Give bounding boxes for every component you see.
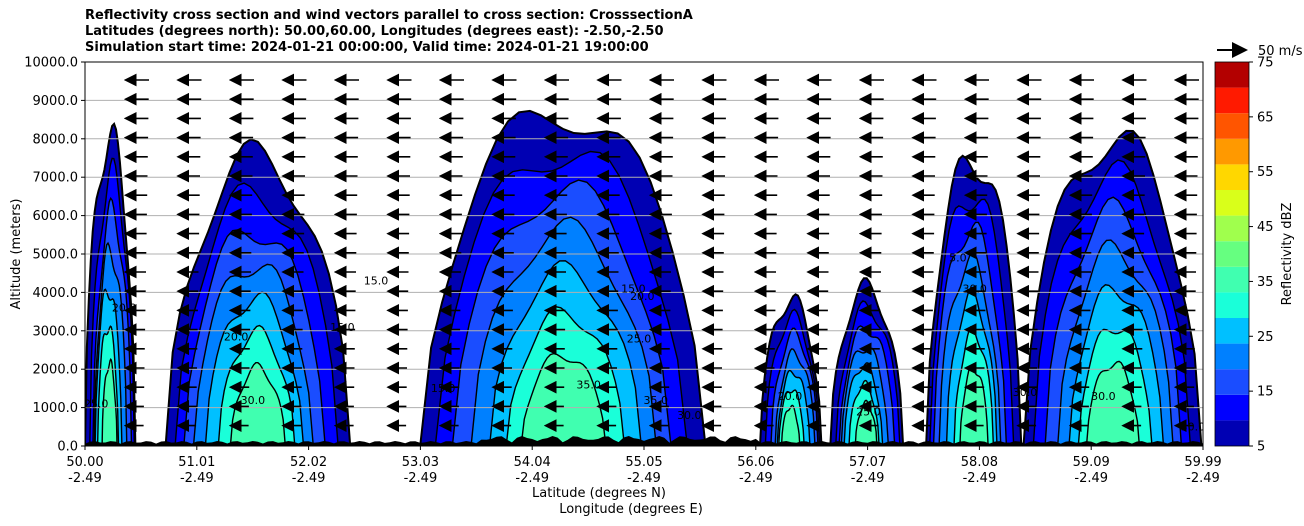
x-tick-label-longitude: -2.49 xyxy=(851,471,885,486)
contour-label: 30.0 xyxy=(1091,390,1116,403)
colorbar-segment xyxy=(1215,87,1249,114)
colorbar-tick-label: 45 xyxy=(1257,220,1274,235)
colorbar-segment xyxy=(1215,394,1249,421)
wind-key: 50 m/s xyxy=(1217,42,1303,59)
x-tick-label-longitude: -2.49 xyxy=(627,471,661,486)
contour-label: 35.0 xyxy=(576,378,601,391)
x-tick-label-latitude: 59.09 xyxy=(1073,455,1110,470)
terrain-profile xyxy=(85,436,1203,446)
x-tick-label-longitude: -2.49 xyxy=(1074,471,1108,486)
y-tick-label: 8000.0 xyxy=(33,132,79,147)
contour-band xyxy=(520,352,607,446)
contour-label: 15.0 xyxy=(364,275,389,288)
wind-key-label: 50 m/s xyxy=(1258,44,1303,59)
contour-label: 25.0 xyxy=(856,405,881,418)
contour-band xyxy=(101,357,118,446)
contour-label: 15.0 xyxy=(431,382,456,395)
colorbar-tick-label: 5 xyxy=(1257,440,1265,455)
contour-label: 30.0 xyxy=(1013,386,1038,399)
contour-label: 20.0 xyxy=(630,290,655,303)
x-tick-label-longitude: -2.49 xyxy=(292,471,326,486)
colorbar-segment xyxy=(1215,215,1249,242)
colorbar-segment xyxy=(1215,138,1249,165)
contour-label: 25.0 xyxy=(627,332,652,345)
contour-label: 15.0 xyxy=(621,282,646,295)
colorbar-segment xyxy=(1215,241,1249,267)
y-tick-label: 6000.0 xyxy=(33,209,79,224)
y-tick-label: 4000.0 xyxy=(33,286,79,301)
colorbar-tick-label: 35 xyxy=(1257,275,1274,290)
colorbar-segment xyxy=(1215,292,1249,318)
x-tick-label-latitude: 52.02 xyxy=(290,455,327,470)
x-tick-label-latitude: 51.01 xyxy=(178,455,215,470)
y-tick-label: 10000.0 xyxy=(24,56,78,71)
x-axis-label-longitude: Longitude (degrees E) xyxy=(559,502,703,517)
chart-title-line-1: Reflectivity cross section and wind vect… xyxy=(85,8,693,23)
x-tick-label-latitude: 59.99 xyxy=(1184,455,1221,470)
colorbar-segment xyxy=(1215,318,1249,344)
contour-label: 35.0 xyxy=(644,394,669,407)
y-tick-label: 0.0 xyxy=(57,440,78,455)
y-axis: 0.0 1000.0 2000.0 3000.0 4000.0 5000.0 6000.0 7… xyxy=(24,56,85,455)
chart-title-line-3: Simulation start time: 2024-01-21 00:00:… xyxy=(85,40,649,55)
colorbar-label: Reflectivity dBZ xyxy=(1280,203,1295,306)
x-tick-label-latitude: 56.06 xyxy=(737,455,774,470)
x-tick-label-latitude: 58.08 xyxy=(961,455,998,470)
colorbar: 5 15 25 35 45 55 65 75 xyxy=(1214,56,1274,455)
contour-label: 20.0 xyxy=(224,330,249,343)
colorbar-frame xyxy=(1214,61,1250,447)
wind-vectors xyxy=(123,73,1199,433)
x-tick-label-latitude: 57.07 xyxy=(849,455,886,470)
x-tick-label-latitude: 55.05 xyxy=(625,455,662,470)
colorbar-segment xyxy=(1215,62,1249,88)
y-tick-label: 5000.0 xyxy=(33,248,79,263)
contour-label: 30.0 xyxy=(1181,421,1206,434)
colorbar-tick-label: 55 xyxy=(1257,165,1274,180)
y-tick-label: 1000.0 xyxy=(33,401,79,416)
y-tick-label: 7000.0 xyxy=(33,171,79,186)
x-tick-label-longitude: -2.49 xyxy=(963,471,997,486)
contour-label: 30.0 xyxy=(241,394,266,407)
colorbar-segment xyxy=(1215,113,1249,139)
colorbar-tick-label: 15 xyxy=(1257,385,1274,400)
contour-label: 20.0 xyxy=(112,302,137,315)
contour-label: 30.0 xyxy=(962,282,987,295)
x-axis: 50.00-2.4951.01-2.4952.02-2.4953.03-2.49… xyxy=(66,446,1222,486)
x-tick-label-longitude: -2.49 xyxy=(739,471,773,486)
colorbar-segment xyxy=(1215,420,1249,446)
contour-band xyxy=(780,404,801,446)
colorbar-segment xyxy=(1215,343,1249,370)
contour-label: 30.0 xyxy=(677,409,702,422)
x-tick-label-longitude: -2.49 xyxy=(68,471,102,486)
x-tick-label-latitude: 53.03 xyxy=(402,455,439,470)
x-tick-label-longitude: -2.49 xyxy=(515,471,549,486)
colorbar-segment xyxy=(1215,164,1249,190)
colorbar-tick-label: 65 xyxy=(1257,110,1274,125)
x-tick-label-longitude: -2.49 xyxy=(180,471,214,486)
colorbar-tick-label: 75 xyxy=(1257,56,1274,71)
contour-labels: 25.020.020.015.015.035.025.035.015.020.0… xyxy=(84,252,1206,434)
colorbar-tick-label: 25 xyxy=(1257,330,1274,345)
colorbar-segment xyxy=(1215,266,1249,293)
x-tick-label-latitude: 54.04 xyxy=(514,455,551,470)
colorbar-segment xyxy=(1215,369,1249,395)
y-tick-label: 9000.0 xyxy=(33,94,79,109)
contour-label: 20.0 xyxy=(778,390,803,403)
y-axis-label: Altitude (meters) xyxy=(9,199,24,310)
chart-title-line-2: Latitudes (degrees north): 50.00,60.00, … xyxy=(85,24,664,39)
x-tick-label-longitude: -2.49 xyxy=(1186,471,1220,486)
contour-label: 5.0 xyxy=(949,252,967,265)
x-tick-label-longitude: -2.49 xyxy=(404,471,438,486)
x-axis-label-latitude: Latitude (degrees N) xyxy=(532,486,666,501)
x-tick-label-latitude: 50.00 xyxy=(66,455,103,470)
y-tick-label: 3000.0 xyxy=(33,324,79,339)
y-tick-label: 2000.0 xyxy=(33,363,79,378)
colorbar-segment xyxy=(1215,190,1249,216)
contour-label: 25.0 xyxy=(84,398,109,411)
contour-label: 15.0 xyxy=(330,321,355,334)
